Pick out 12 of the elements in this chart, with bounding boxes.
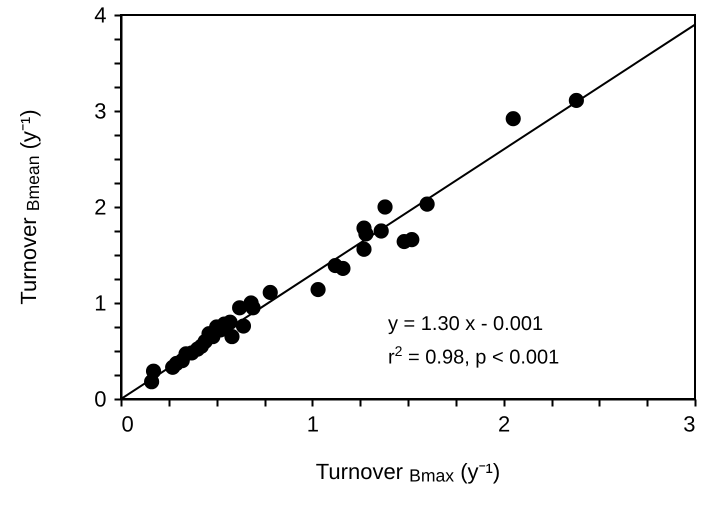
x-tick-label: 1 (306, 412, 319, 436)
y-tick-label: 3 (94, 98, 106, 124)
x-tick-label: 0 (122, 412, 134, 436)
annotation: r$^{2}$ = 0.98, p < 0.001 (388, 343, 560, 370)
annotation: y = 1.30 x - 0.001 (388, 313, 544, 336)
y-tick-label: 0 (94, 386, 106, 412)
x-tick-label: 2 (498, 412, 510, 436)
x-tick-label: 3 (683, 412, 696, 436)
y-tick-label: 4 (94, 2, 106, 28)
x-axis-title: Turnover $_{Bmax}$ (y⁻¹) (316, 458, 500, 487)
y-tick-label: 2 (94, 194, 106, 220)
y-tick-label: 1 (94, 290, 106, 316)
